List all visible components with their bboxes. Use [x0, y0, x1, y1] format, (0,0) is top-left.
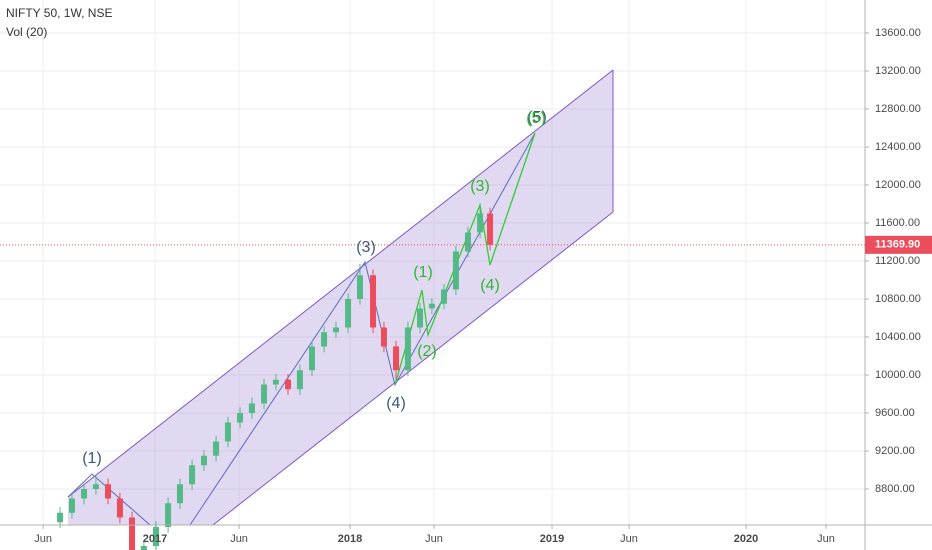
x-tick-label: Jun — [620, 533, 638, 545]
candle-body — [428, 303, 435, 309]
candle-body — [81, 488, 88, 499]
candle-body — [57, 512, 64, 523]
candle-body — [272, 379, 279, 385]
candle-body — [189, 465, 196, 485]
y-tick-label: 10800.00 — [875, 293, 921, 305]
y-tick-label: 13600.00 — [875, 27, 921, 39]
x-tick-label: Jun — [34, 533, 52, 545]
wave-label: (5) — [526, 110, 546, 127]
candle-body — [452, 251, 459, 290]
x-tick-label: 2019 — [540, 533, 564, 545]
chart-subtitle: Vol (20) — [6, 25, 47, 39]
candle-body — [261, 384, 268, 404]
candle-body — [237, 412, 244, 423]
candle-body — [285, 379, 292, 390]
wave-label: (1) — [82, 450, 102, 467]
y-tick-label: 9200.00 — [875, 445, 915, 457]
candle-body — [487, 213, 494, 245]
wave-line — [189, 132, 536, 526]
candle-body — [404, 327, 411, 371]
candle-body — [213, 441, 220, 456]
candle-body — [393, 346, 400, 371]
candle-body — [140, 545, 147, 550]
candle-body — [200, 455, 207, 466]
last-price-label: 11369.90 — [875, 239, 920, 251]
last-price-box — [865, 235, 932, 254]
candle-body — [321, 332, 328, 347]
candle-body — [345, 298, 352, 328]
x-tick-label: Jun — [230, 533, 248, 545]
candle-body — [105, 484, 112, 499]
candle-body — [68, 498, 75, 513]
wave-label: (3) — [356, 239, 376, 256]
candle-body — [296, 370, 303, 390]
x-tick-label: 2018 — [338, 533, 362, 545]
y-tick-label: 12000.00 — [875, 179, 921, 191]
y-tick-label: 10400.00 — [875, 331, 921, 343]
x-tick-label: 2020 — [734, 533, 758, 545]
x-tick-label: Jun — [425, 533, 443, 545]
wave-label: (4) — [386, 395, 406, 412]
candle-body — [92, 484, 99, 489]
candle-body — [380, 327, 387, 347]
candle-body — [308, 346, 315, 371]
y-tick-label: 11200.00 — [875, 255, 920, 267]
y-tick-label: 9600.00 — [875, 407, 915, 419]
y-tick-label: 8800.00 — [875, 483, 915, 495]
wave-label: (2) — [417, 343, 437, 360]
chart-title: NIFTY 50, 1W, NSE — [6, 6, 112, 20]
candle-body — [224, 422, 231, 442]
candle-body — [370, 275, 377, 328]
candle-body — [152, 526, 159, 546]
candle-body — [248, 403, 255, 413]
channel-lower — [212, 211, 614, 526]
candle-body — [356, 275, 363, 299]
wave-label: (4) — [480, 277, 500, 294]
candle-body — [165, 503, 172, 527]
wave-label: (1) — [413, 264, 433, 281]
channel — [68, 70, 613, 525]
y-tick-label: 13200.00 — [875, 65, 921, 77]
candle-body — [477, 213, 484, 233]
y-tick-label: 10000.00 — [875, 369, 921, 381]
y-tick-label: 11600.00 — [875, 217, 920, 229]
y-tick-label: 12800.00 — [875, 103, 921, 115]
candle-body — [129, 517, 136, 550]
wave-line — [67, 473, 151, 526]
candle-body — [417, 308, 424, 328]
candle-body — [441, 289, 448, 304]
x-tick-label: 2017 — [143, 533, 167, 545]
marks — [0, 207, 865, 550]
candle-body — [464, 232, 471, 252]
candle-body — [176, 484, 183, 504]
y-tick-label: 12400.00 — [875, 141, 921, 153]
wave-label: (3) — [470, 178, 490, 195]
candle-body — [116, 498, 123, 518]
channel-upper — [67, 69, 614, 498]
x-tick-label: Jun — [817, 533, 835, 545]
candle-body — [332, 327, 339, 333]
wave-label: (5) — [527, 109, 547, 126]
